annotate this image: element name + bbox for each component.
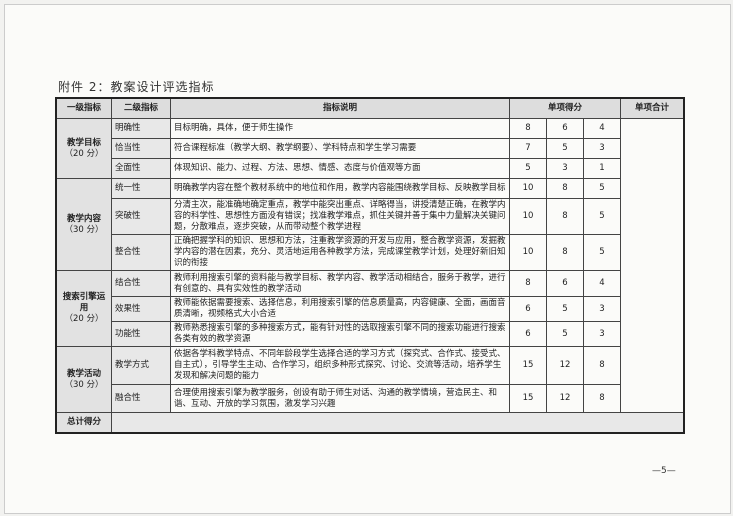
level1-points: （20 分） (64, 148, 104, 159)
level1-cell: 搜索引擎运用 （20 分） (55, 270, 112, 347)
score-cell: 6 (509, 296, 547, 322)
score-cell: 6 (546, 270, 584, 297)
score-cell: 5 (546, 296, 584, 322)
level1-cell: 教学活动 （30 分） (55, 346, 112, 413)
desc-cell: 正确把握学科的知识、思想和方法，注重教学资源的开发与应用，整合教学资源，发掘教学… (170, 234, 510, 271)
table-row: 效果性 教师能依据需要搜索、选择信息，利用搜索引擎的信息质量高，内容健康、全面，画… (56, 296, 684, 322)
score-cell: 3 (583, 321, 621, 347)
level2-cell: 恰当性 (111, 138, 171, 159)
level2-cell: 教学方式 (111, 346, 171, 385)
score-cell: 12 (546, 384, 584, 413)
table-row: 突破性 分清主次，能准确地确定重点，教学中能突出重点、详略得当，讲授清楚正确，在教… (56, 198, 684, 235)
level1-cell: 教学目标 （20 分） (55, 118, 112, 179)
score-cell: 5 (583, 198, 621, 235)
level2-cell: 效果性 (111, 296, 171, 322)
score-cell: 8 (546, 198, 584, 235)
level2-cell: 全面性 (111, 158, 171, 179)
score-cell: 8 (546, 234, 584, 271)
score-cell: 12 (546, 346, 584, 385)
score-cell: 10 (509, 178, 547, 199)
header-level2: 二级指标 (111, 97, 171, 119)
total-cell[interactable] (620, 118, 685, 413)
score-cell: 8 (546, 178, 584, 199)
evaluation-table: 一级指标 二级指标 指标说明 单项得分 单项合计 教学目标 （20 分） 明确性 目标… (55, 97, 685, 434)
total-label: 总计得分 (55, 412, 112, 433)
level2-cell: 整合性 (111, 234, 171, 271)
level2-cell: 统一性 (111, 178, 171, 199)
score-cell: 8 (583, 346, 621, 385)
level1-points: （30 分） (64, 379, 104, 390)
score-cell: 6 (509, 321, 547, 347)
level2-cell: 突破性 (111, 198, 171, 235)
desc-cell: 目标明确，具体，便于师生操作 (170, 118, 510, 139)
desc-cell: 明确教学内容在整个教材系统中的地位和作用，教学内容能围绕教学目标、反映教学目标 (170, 178, 510, 199)
level1-points: （20 分） (64, 314, 104, 324)
desc-cell: 教师利用搜索引擎的资料能与教学目标、教学内容、教学活动相结合，服务于教学，进行有… (170, 270, 510, 297)
table-row: 教学目标 （20 分） 明确性 目标明确，具体，便于师生操作 8 6 4 (55, 118, 685, 413)
level1-name: 教学目标 (66, 137, 101, 148)
score-cell: 3 (546, 158, 584, 179)
level2-cell: 融合性 (111, 384, 171, 413)
page-title: 附件 2：教案设计评选指标 (58, 80, 215, 94)
score-cell: 5 (583, 178, 621, 199)
table-row: 融合性 合理使用搜索引擎为教学服务，创设有助于师生对话、沟通的教学情境，营造民主、… (56, 384, 684, 413)
table-row: 功能性 教师熟悉搜索引擎的多种搜索方式，能有针对性的选取搜索引擎不同的搜索功能进行… (56, 321, 684, 347)
total-value-cell[interactable] (111, 412, 685, 433)
header-score: 单项得分 (509, 97, 621, 119)
table-row: 全面性 体现知识、能力、过程、方法、思想、情感、态度与价值观等方面 5 3 1 (56, 158, 684, 179)
score-cell: 4 (583, 118, 621, 139)
score-cell: 8 (509, 118, 547, 139)
desc-cell: 体现知识、能力、过程、方法、思想、情感、态度与价值观等方面 (170, 158, 510, 179)
score-cell: 3 (583, 138, 621, 159)
score-cell: 10 (509, 198, 547, 235)
level1-name: 教学活动 (66, 368, 101, 379)
desc-cell: 分清主次，能准确地确定重点，教学中能突出重点、详略得当，讲授清楚正确，在教学内容… (170, 198, 510, 235)
level1-cell: 教学内容 （30 分） (55, 178, 112, 271)
total-row: 总计得分 (55, 412, 685, 433)
header-row: 一级指标 二级指标 指标说明 单项得分 单项合计 (55, 97, 685, 119)
level1-name: 搜索引擎运用 (62, 292, 106, 313)
score-cell: 3 (583, 296, 621, 322)
score-cell: 6 (546, 118, 584, 139)
level2-cell: 结合性 (111, 270, 171, 297)
desc-cell: 合理使用搜索引擎为教学服务，创设有助于师生对话、沟通的教学情境，营造民主、和谐、… (170, 384, 510, 413)
score-cell: 8 (583, 384, 621, 413)
table-row: 恰当性 符合课程标准（教学大纲、教学纲要）、学科特点和学生学习需要 7 5 3 (56, 138, 684, 159)
table-row: 整合性 正确把握学科的知识、思想和方法，注重教学资源的开发与应用，整合教学资源，发… (56, 234, 684, 271)
header-desc: 指标说明 (170, 97, 510, 119)
desc-cell: 依据各学科教学特点、不同年龄段学生选择合适的学习方式（探究式、合作式、接受式、自… (170, 346, 510, 385)
table-row: 教学活动 （30 分） 教学方式 依据各学科教学特点、不同年龄段学生选择合适的学习方式… (55, 346, 684, 413)
score-cell: 5 (509, 158, 547, 179)
score-cell: 5 (583, 234, 621, 271)
level2-cell: 功能性 (111, 321, 171, 347)
score-cell: 10 (509, 234, 547, 271)
table-row: 教学内容 （30 分） 统一性 明确教学内容在整个教材系统中的地位和作用，教学内容能围… (55, 178, 684, 271)
level1-points: （30 分） (64, 224, 104, 235)
header-level1: 一级指标 (55, 97, 112, 119)
score-cell: 4 (583, 270, 621, 297)
page-number: —5— (652, 466, 676, 476)
score-cell: 8 (509, 270, 547, 297)
score-cell: 1 (583, 158, 621, 179)
score-cell: 7 (509, 138, 547, 159)
table-row: 搜索引擎运用 （20 分） 结合性 教师利用搜索引擎的资料能与教学目标、教学内容、教学… (55, 270, 684, 347)
score-cell: 5 (546, 138, 584, 159)
desc-cell: 教师熟悉搜索引擎的多种搜索方式，能有针对性的选取搜索引擎不同的搜索功能进行搜索各… (170, 321, 510, 347)
level2-cell: 明确性 (111, 118, 171, 139)
score-cell: 15 (509, 346, 547, 385)
level1-name: 教学内容 (66, 213, 101, 224)
header-total: 单项合计 (620, 97, 685, 119)
score-cell: 5 (546, 321, 584, 347)
score-cell: 15 (509, 384, 547, 413)
desc-cell: 教师能依据需要搜索、选择信息，利用搜索引擎的信息质量高，内容健康、全面，画面音质… (170, 296, 510, 322)
desc-cell: 符合课程标准（教学大纲、教学纲要）、学科特点和学生学习需要 (170, 138, 510, 159)
